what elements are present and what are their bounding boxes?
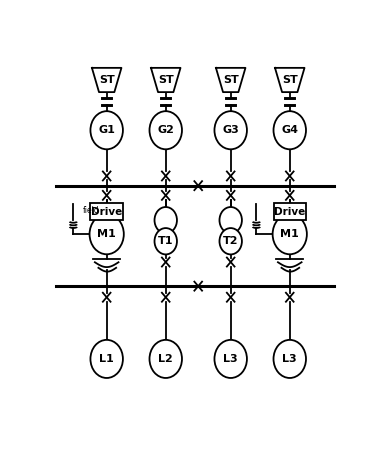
- Circle shape: [215, 340, 247, 378]
- Polygon shape: [151, 68, 181, 92]
- Circle shape: [219, 228, 242, 254]
- Text: ST: ST: [158, 75, 174, 85]
- Circle shape: [155, 228, 177, 254]
- Text: T1: T1: [158, 236, 173, 246]
- Text: ST: ST: [99, 75, 115, 85]
- Text: G2: G2: [157, 125, 174, 135]
- Text: G4: G4: [281, 125, 298, 135]
- Circle shape: [215, 111, 247, 149]
- Circle shape: [274, 340, 306, 378]
- Text: field: field: [83, 206, 99, 215]
- Text: ST: ST: [282, 75, 298, 85]
- Polygon shape: [92, 68, 122, 92]
- FancyBboxPatch shape: [90, 203, 123, 220]
- Text: Drive: Drive: [274, 207, 306, 216]
- Polygon shape: [275, 68, 304, 92]
- Text: G3: G3: [223, 125, 239, 135]
- Text: M1: M1: [97, 229, 116, 239]
- Circle shape: [155, 207, 177, 234]
- Circle shape: [219, 207, 242, 234]
- Circle shape: [273, 214, 307, 254]
- Circle shape: [90, 111, 123, 149]
- FancyBboxPatch shape: [274, 203, 306, 220]
- Circle shape: [90, 340, 123, 378]
- Text: G1: G1: [98, 125, 115, 135]
- Text: L3: L3: [282, 354, 297, 364]
- Text: M1: M1: [280, 229, 299, 239]
- Text: ST: ST: [223, 75, 239, 85]
- Circle shape: [149, 340, 182, 378]
- Circle shape: [149, 111, 182, 149]
- Text: L1: L1: [99, 354, 114, 364]
- Polygon shape: [216, 68, 245, 92]
- Text: L2: L2: [158, 354, 173, 364]
- Text: T2: T2: [223, 236, 239, 246]
- Circle shape: [90, 214, 124, 254]
- Text: Drive: Drive: [91, 207, 122, 216]
- Text: L3: L3: [223, 354, 238, 364]
- Circle shape: [274, 111, 306, 149]
